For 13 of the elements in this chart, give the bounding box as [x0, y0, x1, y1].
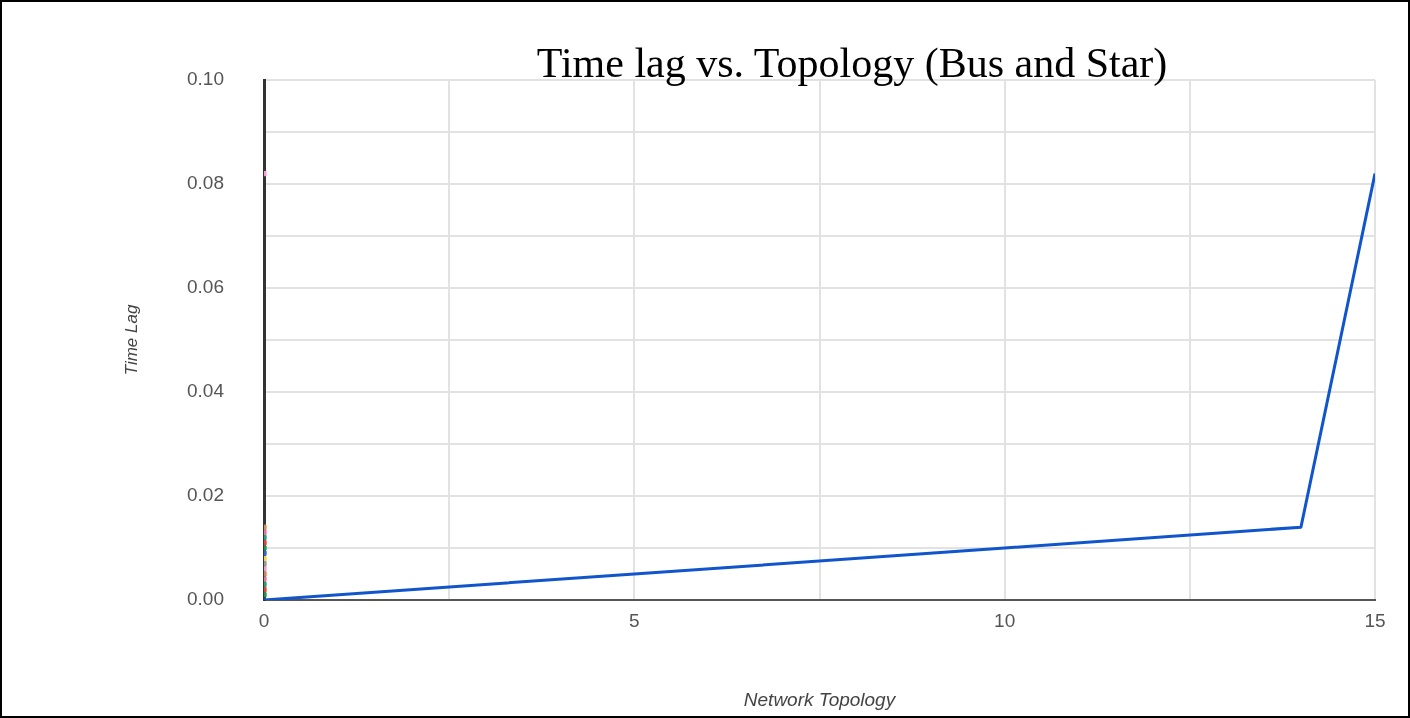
y-tick-label: 0.04 — [187, 380, 225, 402]
x-axis-title: Network Topology — [743, 688, 897, 710]
y-tick-label: 0.06 — [187, 276, 224, 298]
y-tick-label: 0.00 — [187, 588, 224, 610]
chart-title: Time lag vs. Topology (Bus and Star) — [536, 40, 1168, 88]
x-tick-label: 15 — [1364, 609, 1386, 631]
y-tick-label: 0.02 — [187, 484, 224, 506]
y-axis-title: Time Lag — [121, 304, 141, 376]
x-tick-label: 0 — [258, 609, 270, 631]
y-tick-label: 0.10 — [187, 68, 224, 90]
y-tick-label: 0.08 — [187, 172, 224, 194]
x-tick-label: 10 — [994, 609, 1016, 631]
x-tick-label: 5 — [629, 609, 640, 631]
